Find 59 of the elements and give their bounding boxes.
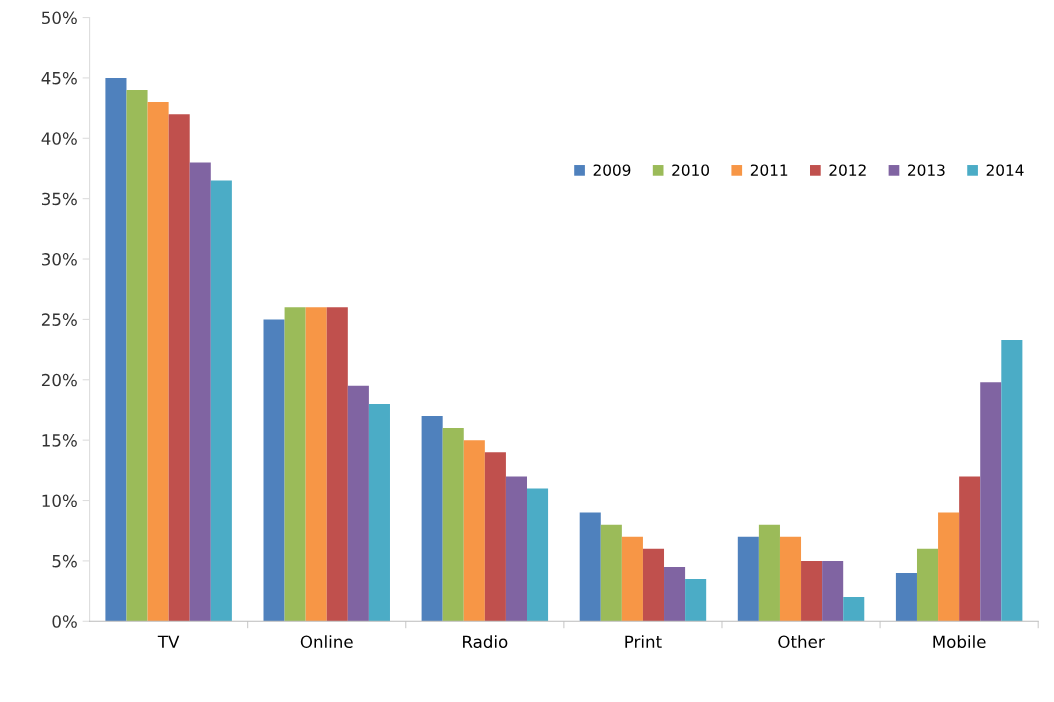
bar: [347, 385, 369, 622]
bar: [779, 536, 802, 622]
legend-label: 2012: [829, 164, 866, 176]
bar: [822, 560, 844, 622]
bar: [895, 572, 917, 622]
x-tick-label: Radio: [463, 635, 508, 649]
bar: [368, 403, 390, 622]
bar: [442, 428, 464, 622]
legend-label: 2010: [672, 164, 710, 176]
bar: [938, 512, 960, 622]
bar: [421, 416, 443, 622]
y-tick-label: 5%: [52, 554, 77, 568]
bar: [1001, 339, 1023, 622]
y-tick-label: 50%: [42, 11, 77, 25]
bar: [621, 536, 643, 622]
bar: [210, 180, 232, 622]
y-tick-label: 35%: [42, 192, 77, 206]
bar: [737, 536, 759, 622]
x-tick-label: Mobile: [933, 635, 986, 649]
legend-label: 2014: [986, 164, 1024, 176]
bar: [326, 307, 348, 622]
bar: [664, 566, 686, 622]
bar: [463, 440, 485, 622]
y-tick-label: 10%: [42, 494, 77, 508]
bar: [843, 597, 865, 622]
bar: [527, 488, 549, 622]
x-tick-label: Online: [300, 635, 353, 649]
bar: [105, 77, 127, 622]
bar: [189, 162, 211, 622]
y-tick-label: 30%: [42, 253, 77, 266]
bar: [758, 524, 780, 622]
bar: [284, 307, 306, 622]
bar: [600, 524, 622, 622]
bar: [916, 548, 939, 622]
bar: [168, 114, 190, 622]
bar: [959, 476, 981, 622]
bar: [484, 452, 506, 622]
x-tick-label: TV: [157, 635, 180, 648]
y-tick-label: 40%: [41, 132, 77, 145]
legend-label: 2009: [593, 164, 631, 176]
bar: [147, 102, 169, 622]
y-tick-label: 25%: [41, 313, 77, 326]
bar: [642, 548, 665, 622]
bar: [980, 382, 1002, 622]
bar: [801, 560, 823, 622]
y-tick-label: 0%: [52, 615, 77, 628]
bar: [263, 319, 285, 622]
bar: [126, 90, 148, 622]
x-tick-label: Print: [625, 635, 662, 648]
y-tick-label: 20%: [41, 373, 77, 387]
y-tick-label: 45%: [41, 71, 77, 85]
bar: [685, 579, 707, 622]
bar: [505, 476, 527, 622]
bar: [305, 307, 327, 622]
legend-label: 2011: [750, 164, 788, 176]
legend-label: 2013: [908, 164, 945, 176]
bar: [579, 512, 601, 622]
x-tick-label: Other: [778, 635, 825, 649]
y-tick-label: 15%: [42, 434, 77, 447]
